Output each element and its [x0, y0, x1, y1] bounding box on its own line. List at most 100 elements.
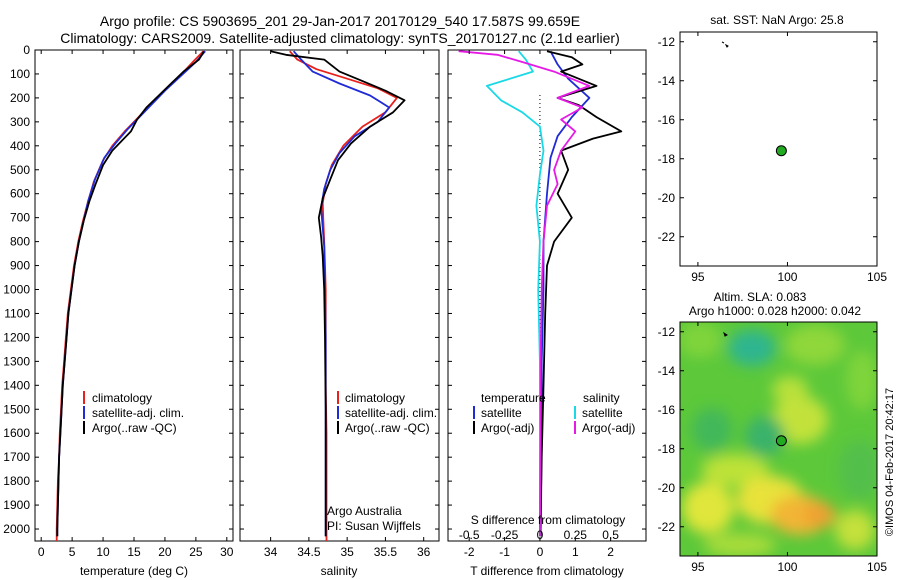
x-tick-label: 20 — [158, 545, 172, 559]
legend-title-temperature: temperature — [481, 391, 546, 405]
salinity-panel — [270, 50, 406, 541]
y-tick-label: 1800 — [3, 474, 30, 488]
y-tick-label: 1900 — [3, 498, 30, 512]
difference-legend: temperature salinity satellite Argo(-adj… — [473, 391, 635, 435]
y-tick-label: 1500 — [3, 402, 30, 416]
salinity-xlabel: salinity — [321, 564, 358, 578]
map-y-tick-label: -16 — [658, 403, 676, 417]
depth-axis: 0 100 200 300 400 500 600 700 800 900 1000 1100 1200… — [3, 43, 30, 536]
argo-position-marker — [775, 435, 787, 447]
map-x-tick-label: 105 — [867, 560, 887, 574]
x-tick-label: 10 — [96, 545, 110, 559]
map-y-tick-label: -14 — [658, 364, 676, 378]
y-tick-label: 900 — [10, 259, 30, 273]
sst-map-frame — [679, 31, 878, 267]
sla-heatmap — [680, 322, 877, 556]
legend-title-salinity: salinity — [583, 391, 620, 405]
y-tick-label: 1100 — [4, 306, 30, 320]
map-y-tick-label: -20 — [658, 481, 676, 495]
series-line-argo-raw-qc- — [270, 50, 406, 537]
y-tick-label: 1200 — [3, 330, 30, 344]
map-y-tick-label: -14 — [658, 74, 676, 88]
s-tick-label: -0.5 — [459, 528, 480, 542]
y-tick-label: 500 — [10, 163, 30, 177]
map-x-tick-label: 95 — [691, 560, 705, 574]
temperature-panel — [55, 50, 206, 541]
series-line-t-argo-adj- — [539, 50, 623, 537]
imos-credit: ©IMOS 04-Feb-2017 20:42:17 — [884, 388, 896, 536]
sla-map-frame — [679, 321, 878, 557]
x-tick-label: 35 — [340, 545, 354, 559]
x-tick-label: 34 — [264, 545, 278, 559]
legend-label-t-satellite: satellite — [481, 406, 522, 420]
series-line-argo-raw-qc- — [56, 50, 205, 537]
map-y-tick-label: -18 — [658, 442, 676, 456]
map-x-tick-label: 100 — [777, 560, 797, 574]
difference-xlabel-top: S difference from climatology — [471, 513, 626, 527]
y-tick-label: 700 — [10, 211, 30, 225]
series-line-s-satellite — [485, 50, 545, 537]
figure-title-line1: Argo profile: CS 5903695_201 29-Jan-2017… — [100, 13, 580, 29]
map-x-tick-label: 95 — [691, 270, 705, 284]
map-y-tick-label: -18 — [658, 152, 676, 166]
s-tick-label: 0.5 — [602, 528, 619, 542]
y-tick-label: 200 — [10, 91, 30, 105]
difference-panel-frame — [447, 49, 647, 542]
x-tick-label: 1 — [572, 545, 579, 559]
y-tick-label: 1000 — [3, 283, 30, 297]
series-line-s-argo-adj- — [458, 50, 591, 537]
map-y-tick-label: -20 — [658, 191, 676, 205]
x-tick-label: 0 — [537, 545, 544, 559]
temperature-legend: climatology satellite-adj. clim. Argo(..… — [83, 391, 184, 435]
x-tick-label: 15 — [127, 545, 141, 559]
map-x-tick-label: 105 — [867, 270, 887, 284]
series-line-t-satellite — [539, 50, 591, 537]
legend-label-s-argo: Argo(-adj) — [582, 421, 635, 435]
sla-map: 95 100 105 -12 -14 -16 -18 -20 -22 — [658, 322, 887, 574]
legend-label-satellite: satellite-adj. clim. — [92, 406, 184, 420]
map-y-tick-label: -22 — [658, 520, 676, 534]
figure-title-line2: Climatology: CARS2009. Satellite-adjuste… — [60, 30, 620, 46]
legend-label-climatology: climatology — [345, 391, 405, 405]
map-y-tick-label: -12 — [658, 325, 676, 339]
difference-xlabel: T difference from climatology — [470, 564, 624, 578]
map-y-tick-label: -22 — [658, 230, 676, 244]
series-line-climatology — [289, 50, 398, 541]
coastline-fragment — [721, 41, 729, 48]
legend-label-satellite: satellite-adj. clim. — [345, 406, 437, 420]
x-tick-label: 36 — [417, 545, 431, 559]
legend-label-climatology: climatology — [92, 391, 152, 405]
y-tick-label: 1700 — [3, 450, 30, 464]
coastline-fragment — [723, 331, 728, 337]
x-tick-label: -1 — [499, 545, 510, 559]
x-tick-label: 35.5 — [374, 545, 398, 559]
x-tick-label: 2 — [607, 545, 614, 559]
y-tick-label: 400 — [10, 139, 30, 153]
sla-map-title-line1: Altim. SLA: 0.083 — [714, 290, 807, 304]
x-tick-label: 34.5 — [297, 545, 321, 559]
y-tick-label: 1400 — [3, 378, 30, 392]
map-y-tick-label: -16 — [658, 113, 676, 127]
legend-label-argo: Argo(..raw -QC) — [345, 421, 430, 435]
argo-position-marker — [775, 145, 787, 157]
s-tick-label: 0 — [537, 528, 544, 542]
x-tick-label: -2 — [464, 545, 475, 559]
y-tick-label: 300 — [10, 115, 30, 129]
s-tick-label: 0.25 — [564, 528, 588, 542]
x-tick-label: 25 — [189, 545, 203, 559]
map-x-tick-label: 100 — [777, 270, 797, 284]
legend-label-t-argo: Argo(-adj) — [481, 421, 534, 435]
y-tick-label: 1300 — [3, 354, 30, 368]
y-tick-label: 800 — [10, 235, 30, 249]
series-line-climatology — [55, 50, 204, 541]
y-tick-label: 1600 — [3, 426, 30, 440]
y-tick-label: 100 — [10, 67, 30, 81]
sla-map-title-line2: Argo h1000: 0.028 h2000: 0.042 — [689, 304, 861, 318]
y-tick-label: 0 — [23, 43, 30, 57]
float-operator: Argo Australia — [327, 504, 402, 518]
x-tick-label: 0 — [38, 545, 45, 559]
sst-map: 95 100 105 -12 -14 -16 -18 -20 -22 — [658, 32, 887, 284]
legend-label-argo: Argo(..raw -QC) — [92, 421, 177, 435]
sst-map-title: sat. SST: NaN Argo: 25.8 — [710, 13, 844, 27]
